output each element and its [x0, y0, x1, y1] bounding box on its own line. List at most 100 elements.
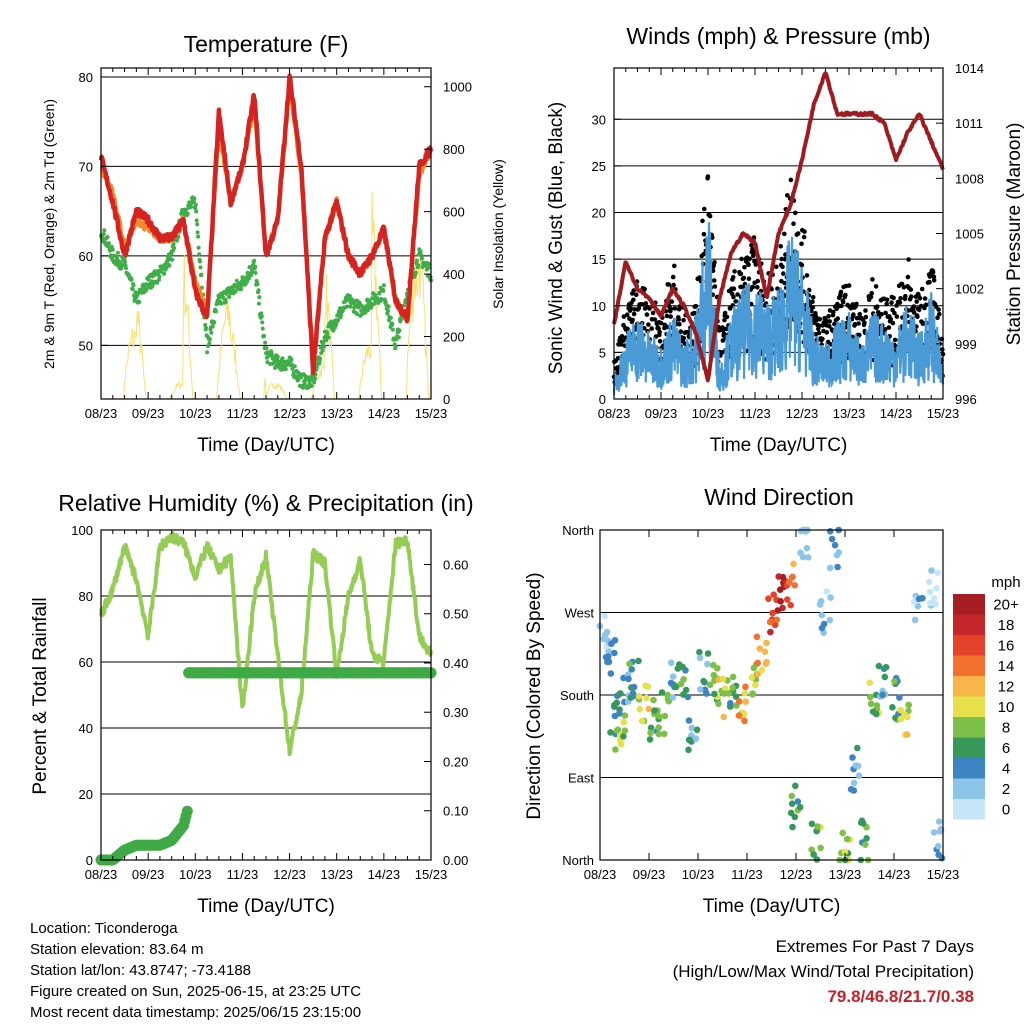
dewpoint-point	[289, 357, 294, 362]
dewpoint-point	[280, 356, 285, 361]
gust-point	[774, 264, 779, 270]
dewpoint-point	[420, 265, 425, 270]
gust-point	[668, 306, 674, 312]
dewpoint-point	[105, 235, 110, 239]
gust-point	[823, 319, 829, 325]
gust-point	[843, 292, 848, 298]
direction-point	[763, 658, 770, 666]
direction-point	[891, 678, 898, 685]
dewpoint-point	[326, 335, 331, 340]
dewpoint-point	[301, 385, 306, 390]
dewpoint-point	[137, 300, 142, 304]
gust-point	[753, 262, 759, 267]
direction-point	[915, 595, 923, 603]
dewpoint-point	[239, 283, 244, 288]
dewpoint-point	[193, 202, 198, 207]
direction-point	[748, 674, 756, 681]
gust-point	[701, 251, 706, 257]
direction-point	[646, 736, 654, 743]
gust-point	[886, 325, 892, 330]
dewpoint-point	[262, 334, 267, 338]
gust-point	[644, 312, 650, 317]
dewpoint-point	[373, 293, 378, 298]
legend-label: 2	[1002, 781, 1010, 798]
dewpoint-point	[348, 304, 353, 309]
x-tick-label: 08/23	[85, 867, 118, 882]
dewpoint-point	[116, 250, 120, 255]
dewpoint-point	[281, 367, 285, 372]
gust-point	[782, 231, 787, 237]
direction-point	[645, 705, 653, 713]
gust-point	[681, 335, 687, 341]
y2-tick-label: 0.10	[443, 804, 468, 819]
x-tick-label: 08/23	[584, 867, 617, 882]
y2-tick-label: 1008	[955, 171, 984, 186]
dewpoint-point	[307, 380, 312, 385]
y-axis-label: Direction (Colored By Speed)	[524, 572, 545, 819]
direction-point	[823, 588, 831, 595]
gust-point	[746, 262, 751, 268]
gust-point	[677, 322, 682, 327]
direction-point	[904, 713, 911, 721]
gust-point	[722, 310, 728, 316]
gust-point	[839, 303, 844, 309]
direction-point	[700, 677, 707, 685]
dewpoint-point	[176, 234, 181, 239]
direction-point	[930, 595, 938, 602]
dewpoint-point	[256, 288, 261, 293]
dewpoint-point	[260, 326, 265, 331]
dewpoint-point	[219, 301, 224, 306]
direction-point	[643, 694, 650, 702]
direction-point	[863, 835, 870, 842]
plot-frame	[100, 529, 432, 861]
y2-tick-label: 200	[443, 330, 465, 345]
direction-point	[607, 729, 614, 736]
dewpoint-point	[345, 304, 350, 309]
y2-tick-label: 999	[955, 337, 977, 352]
x-tick-label: 15/23	[927, 406, 960, 421]
gust-point	[624, 312, 630, 318]
direction-point	[910, 598, 918, 606]
gust-point	[727, 306, 733, 311]
y-tick-label: 10	[592, 299, 606, 314]
direction-point	[758, 666, 766, 674]
gust-point	[901, 285, 907, 290]
dewpoint-point	[397, 328, 402, 333]
direction-point	[607, 670, 615, 677]
dewpoint-point	[185, 211, 190, 216]
direction-point	[828, 535, 836, 543]
dewpoint-point	[296, 377, 301, 382]
legend-swatch	[953, 696, 985, 717]
gust-point	[747, 256, 752, 262]
gust-point	[898, 296, 903, 301]
x-tick-label: 14/23	[880, 406, 913, 421]
gust-point	[742, 264, 747, 270]
direction-point	[693, 726, 701, 734]
gust-point	[835, 316, 840, 321]
legend-label: 14	[998, 658, 1015, 675]
direction-point	[799, 553, 807, 561]
direction-point	[789, 823, 796, 831]
y2-axis-label: Solar Insolation (Yellow)	[490, 159, 506, 309]
direction-point	[749, 690, 756, 697]
direction-point	[805, 554, 812, 561]
x-tick-label: 11/23	[227, 867, 259, 882]
chart-title: Wind Direction	[704, 484, 854, 510]
dewpoint-point	[322, 344, 326, 349]
dewpoint-point	[386, 304, 391, 309]
dewpoint-point	[207, 341, 212, 346]
gust-point	[750, 246, 755, 252]
dewpoint-point	[131, 283, 136, 288]
direction-point	[831, 541, 839, 549]
dewpoint-point	[253, 264, 258, 269]
y2-tick-label: 1002	[955, 282, 984, 297]
dewpoint-point	[247, 276, 251, 281]
direction-point	[897, 715, 904, 723]
dewpoint-point	[172, 246, 177, 250]
direction-point	[725, 690, 733, 697]
precip-point	[181, 805, 193, 817]
y-tick-label: South	[560, 688, 594, 703]
x-tick-label: 13/23	[829, 867, 862, 882]
x-tick-label: 12/23	[273, 406, 306, 421]
dewpoint-point	[101, 232, 106, 236]
